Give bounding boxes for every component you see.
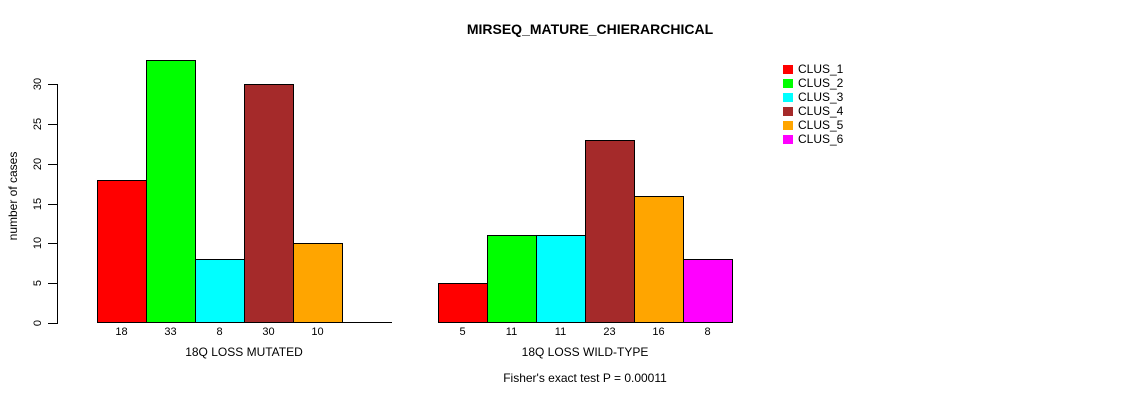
bar-value-label: 5 xyxy=(459,326,466,338)
bar-value-label: 10 xyxy=(311,326,324,338)
bar xyxy=(293,243,343,323)
bar-value-label: 18 xyxy=(115,326,128,338)
y-axis-tick-label: 10 xyxy=(32,236,44,250)
legend-item-label: CLUS_2 xyxy=(798,76,844,90)
legend: CLUS_1 CLUS_2 CLUS_3 CLUS_4 CLUS_5 CLUS_6 xyxy=(783,62,843,146)
bar xyxy=(683,259,733,323)
bar-value-label: 8 xyxy=(216,326,223,338)
y-axis-tick-label: 5 xyxy=(32,279,44,287)
y-axis-tick-label: 0 xyxy=(32,319,44,327)
bar-value-label: 16 xyxy=(652,326,665,338)
y-axis-tick xyxy=(48,164,57,165)
bar-value-label: 23 xyxy=(603,326,616,338)
y-axis-tick xyxy=(48,84,57,85)
legend-item: CLUS_6 xyxy=(783,132,843,146)
legend-item: CLUS_3 xyxy=(783,90,843,104)
bar-value-label: 11 xyxy=(554,326,567,338)
bar-value-label: 8 xyxy=(704,326,711,338)
bar xyxy=(634,196,684,323)
legend-item-label: CLUS_1 xyxy=(798,62,844,76)
bar xyxy=(244,84,294,323)
y-axis-tick xyxy=(48,283,57,284)
annotation-text: Fisher's exact test P = 0.00011 xyxy=(503,371,667,385)
legend-swatch xyxy=(783,78,793,88)
chart-title: MIRSEQ_MATURE_CHIERARCHICAL xyxy=(466,21,714,37)
y-axis-tick-label: 15 xyxy=(32,197,44,211)
bar xyxy=(438,283,488,323)
bar xyxy=(97,180,147,323)
bar xyxy=(585,140,635,323)
bar xyxy=(487,235,537,323)
legend-swatch xyxy=(783,120,793,130)
y-axis-tick-label: 25 xyxy=(32,117,44,131)
bar xyxy=(195,259,245,323)
legend-item-label: CLUS_5 xyxy=(798,118,844,132)
bar-value-label: 33 xyxy=(164,326,177,338)
bar xyxy=(536,235,586,323)
y-axis-tick xyxy=(48,323,57,324)
y-axis-label: number of cases xyxy=(6,151,20,241)
bar-value-label: 11 xyxy=(505,326,518,338)
legend-swatch xyxy=(783,92,793,102)
group-label: 18Q LOSS MUTATED xyxy=(185,345,303,359)
y-axis-tick xyxy=(48,124,57,125)
legend-item-label: CLUS_6 xyxy=(798,132,844,146)
legend-swatch xyxy=(783,64,793,74)
y-axis-tick-label: 30 xyxy=(32,77,44,91)
legend-item-label: CLUS_3 xyxy=(798,90,844,104)
y-axis-tick-label: 20 xyxy=(32,157,44,171)
legend-item: CLUS_1 xyxy=(783,62,843,76)
y-axis-tick xyxy=(48,243,57,244)
bar-value-label: 30 xyxy=(262,326,275,338)
legend-item-label: CLUS_4 xyxy=(798,104,844,118)
legend-swatch xyxy=(783,106,793,116)
legend-swatch xyxy=(783,134,793,144)
bar xyxy=(146,60,196,323)
legend-item: CLUS_2 xyxy=(783,76,843,90)
legend-item: CLUS_5 xyxy=(783,118,843,132)
y-axis-line xyxy=(57,84,58,324)
group-label: 18Q LOSS WILD-TYPE xyxy=(521,345,649,359)
legend-item: CLUS_4 xyxy=(783,104,843,118)
y-axis-tick xyxy=(48,204,57,205)
